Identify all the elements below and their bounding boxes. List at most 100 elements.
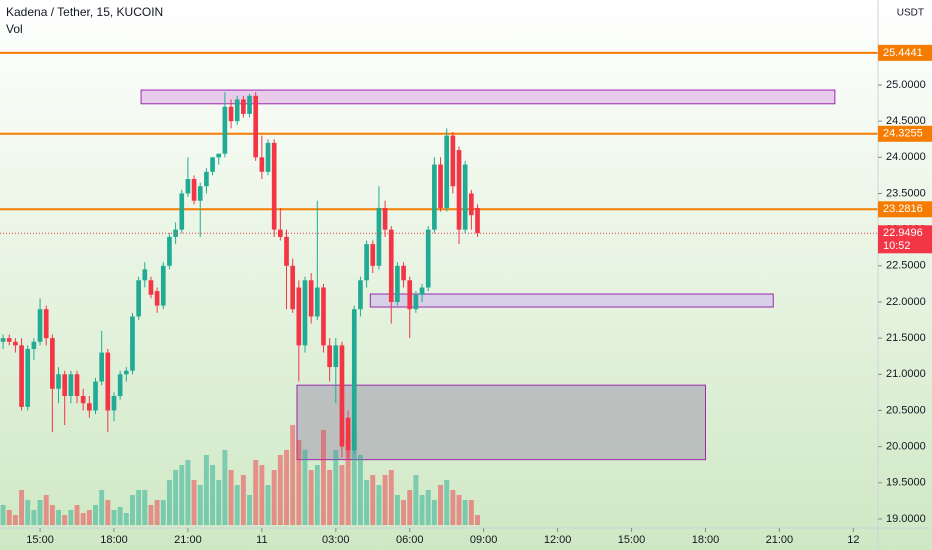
x-tick-label: 09:00	[470, 534, 498, 546]
candle-body	[179, 193, 185, 230]
candle-body	[259, 157, 265, 172]
candle-body	[80, 396, 86, 404]
candle-body	[197, 186, 203, 201]
x-tick-label: 15:00	[618, 534, 646, 546]
volume-bar	[228, 470, 234, 525]
volume-bar	[93, 505, 98, 525]
y-tick-label: 25.0000	[886, 79, 926, 91]
candle-body	[50, 338, 55, 389]
volume-bar	[25, 500, 31, 525]
volume-bar	[136, 490, 142, 525]
level-label: 24.3255	[883, 128, 923, 140]
volume-bar	[105, 500, 111, 525]
candle-body	[234, 99, 240, 122]
volume-bar	[216, 480, 222, 525]
volume-bar	[308, 470, 314, 525]
zone	[140, 89, 836, 105]
volume-bar	[468, 500, 474, 525]
volume-bar	[99, 490, 105, 525]
volume-bar	[210, 465, 216, 525]
level-label: 23.2816	[883, 203, 923, 215]
candle-body	[43, 309, 49, 339]
candle-body	[370, 244, 376, 266]
last-price-tag	[878, 225, 932, 254]
candle-body	[271, 142, 277, 230]
candle-body	[456, 150, 462, 230]
volume-bar	[154, 500, 160, 525]
x-tick-label: 15:00	[26, 534, 54, 546]
volume-bar	[450, 490, 456, 525]
candle-body	[376, 207, 382, 266]
candle-body	[160, 265, 166, 306]
candle-body	[247, 95, 252, 114]
y-tick-label: 22.5000	[886, 260, 926, 272]
x-tick-label: 11	[256, 534, 267, 546]
candle-body	[216, 153, 222, 158]
volume-bar	[247, 495, 253, 525]
candle-body	[228, 106, 234, 122]
y-tick-label: 24.5000	[886, 115, 926, 127]
candle-body	[462, 164, 468, 230]
candle-body	[191, 179, 197, 201]
candle-body	[475, 207, 480, 234]
y-tick-label: 22.0000	[886, 296, 926, 308]
candle-body	[241, 99, 246, 114]
volume-bar	[142, 490, 148, 525]
candle-body	[302, 280, 308, 346]
candle-body	[0, 338, 6, 342]
candle-body	[413, 294, 419, 310]
x-tick-label: 06:00	[396, 534, 424, 546]
level-tag	[878, 44, 932, 61]
candle-body	[123, 370, 129, 375]
volume-bar	[37, 500, 43, 525]
volume-bar	[56, 510, 61, 525]
volume-bar	[462, 500, 468, 525]
candle-body	[314, 287, 320, 317]
candle-body	[327, 345, 332, 368]
candle-body	[105, 352, 111, 411]
y-tick-label: 20.5000	[886, 404, 926, 416]
volume-bar	[191, 480, 197, 525]
volume-bar	[111, 510, 117, 525]
volume-bar	[117, 507, 123, 525]
level-label: 25.4441	[883, 47, 923, 59]
candle-body	[185, 179, 191, 194]
candle-body	[278, 229, 283, 237]
x-tick-label: 18:00	[692, 534, 720, 546]
volume-bar	[407, 490, 413, 525]
volume-bar	[179, 465, 185, 525]
candle-body	[364, 244, 369, 281]
y-tick-label: 21.5000	[886, 332, 926, 344]
candle-body	[93, 381, 98, 411]
currency-label[interactable]: USDT	[897, 8, 924, 19]
y-tick-label: 23.5000	[886, 187, 926, 199]
candle-body	[99, 352, 105, 382]
candle-body	[154, 291, 160, 306]
volume-bar	[370, 475, 376, 525]
volume-bar	[31, 510, 37, 525]
volume-bar	[234, 485, 240, 525]
candle-body	[419, 287, 425, 295]
candle-body	[222, 106, 228, 154]
volume-bar	[68, 510, 74, 525]
volume-bar	[376, 485, 382, 525]
candle-body	[444, 135, 450, 208]
volume-bar	[222, 450, 228, 525]
candle-body	[358, 280, 363, 310]
volume-bar	[265, 485, 271, 525]
volume-bar	[351, 430, 357, 525]
volume-bar	[357, 455, 363, 525]
volume-bar	[6, 510, 12, 525]
candle-body	[395, 265, 400, 302]
volume-bar	[438, 485, 444, 525]
volume-bar	[419, 495, 425, 525]
x-tick-label: 21:00	[766, 534, 794, 546]
y-tick-label: 19.5000	[886, 477, 926, 489]
volume-bar	[185, 460, 191, 525]
volume-bar	[327, 470, 333, 525]
volume-bar	[345, 440, 351, 525]
volume-bar	[333, 450, 339, 525]
volume-bar	[290, 425, 296, 525]
